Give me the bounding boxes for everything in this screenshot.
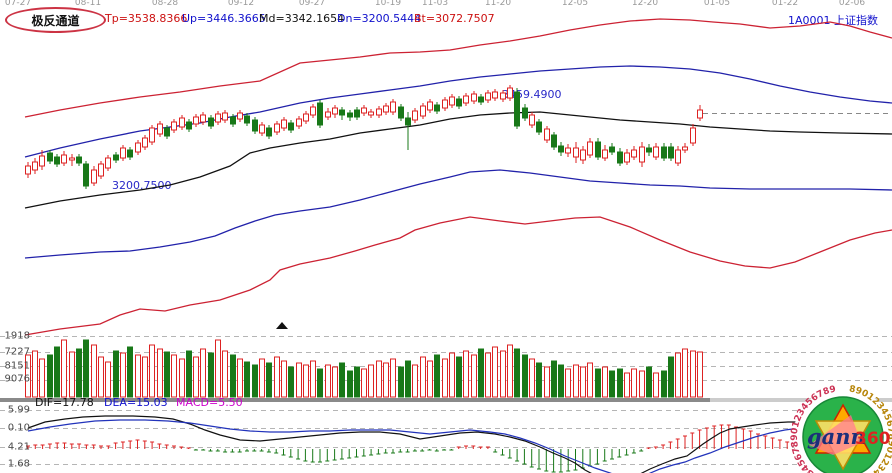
h-scrollbar[interactable] <box>0 398 892 402</box>
macd-value-label: MACD=5.50 <box>176 396 243 409</box>
symbol-label: 1A0001 上证指数 <box>788 14 879 27</box>
dn-value-label: Dn=3200.5444 <box>337 12 422 25</box>
channel-line-bt <box>24 216 892 336</box>
gann360-logo: 8901234567890123456789012345678901234567… <box>790 384 892 473</box>
dif-value-label: DIF=17.78 <box>35 396 94 409</box>
date-tick-label: 01-05 <box>703 0 731 8</box>
date-tick-label: 07-27 <box>4 0 32 8</box>
date-tick-label: 11-03 <box>421 0 449 8</box>
date-tick-label: 09-12 <box>227 0 255 8</box>
channel-line-up <box>24 65 892 158</box>
volume-axis-label: 9076 <box>4 373 30 385</box>
macd-axis-label: 0.10 <box>7 422 30 434</box>
channel-name-ellipse-annotation: 极反通道 <box>5 7 106 33</box>
dea-line <box>27 419 801 473</box>
date-tick-label: 12-20 <box>631 0 659 8</box>
up-value-label: Up=3446.3665 <box>182 12 266 25</box>
signal-triangle-marker <box>276 322 288 329</box>
macd-axis-label: 1.68 <box>7 458 30 470</box>
date-tick-label: 08-11 <box>74 0 102 8</box>
x-axis-date-row: 07-27 08-11 08-28 09-12 09-27 10-19 11-03 11-20… <box>0 0 892 8</box>
tp-value-label: Tp=3538.8366 <box>105 12 188 25</box>
svg-text:3200.7500: 3200.7500 <box>112 179 172 192</box>
date-tick-label: 01-22 <box>771 0 799 8</box>
macd-axis-label: 5.99 <box>7 404 30 416</box>
channel-name-label: 极反通道 <box>31 13 80 28</box>
volume-series <box>25 339 703 398</box>
svg-text:gann: gann <box>807 424 866 449</box>
channel-line-tp <box>24 18 892 118</box>
date-tick-label: 11-20 <box>484 0 512 8</box>
bt-value-label: Bt=3072.7507 <box>414 12 495 25</box>
date-tick-label: 09-27 <box>298 0 326 8</box>
channel-line-md <box>24 111 892 209</box>
macd-axis-label: 4.21 <box>7 441 30 453</box>
date-tick-label: 02-06 <box>838 0 866 8</box>
pane-gridlines <box>0 336 892 465</box>
channel-line-dn <box>24 169 892 259</box>
dea-value-label: DEA=15.03 <box>104 396 168 409</box>
md-value-label: Md=3342.1654 <box>259 12 345 25</box>
volume-axis-label: 8151 <box>4 360 30 372</box>
volume-axis-label: 1918 <box>4 330 30 342</box>
svg-text:360: 360 <box>855 429 891 449</box>
candlestick-series <box>25 85 703 189</box>
date-tick-label: 12-05 <box>561 0 589 8</box>
date-tick-label: 10-19 <box>374 0 402 8</box>
dif-line <box>27 415 802 473</box>
volume-axis-label: 7227 <box>4 346 30 358</box>
date-tick-label: 08-28 <box>151 0 179 8</box>
